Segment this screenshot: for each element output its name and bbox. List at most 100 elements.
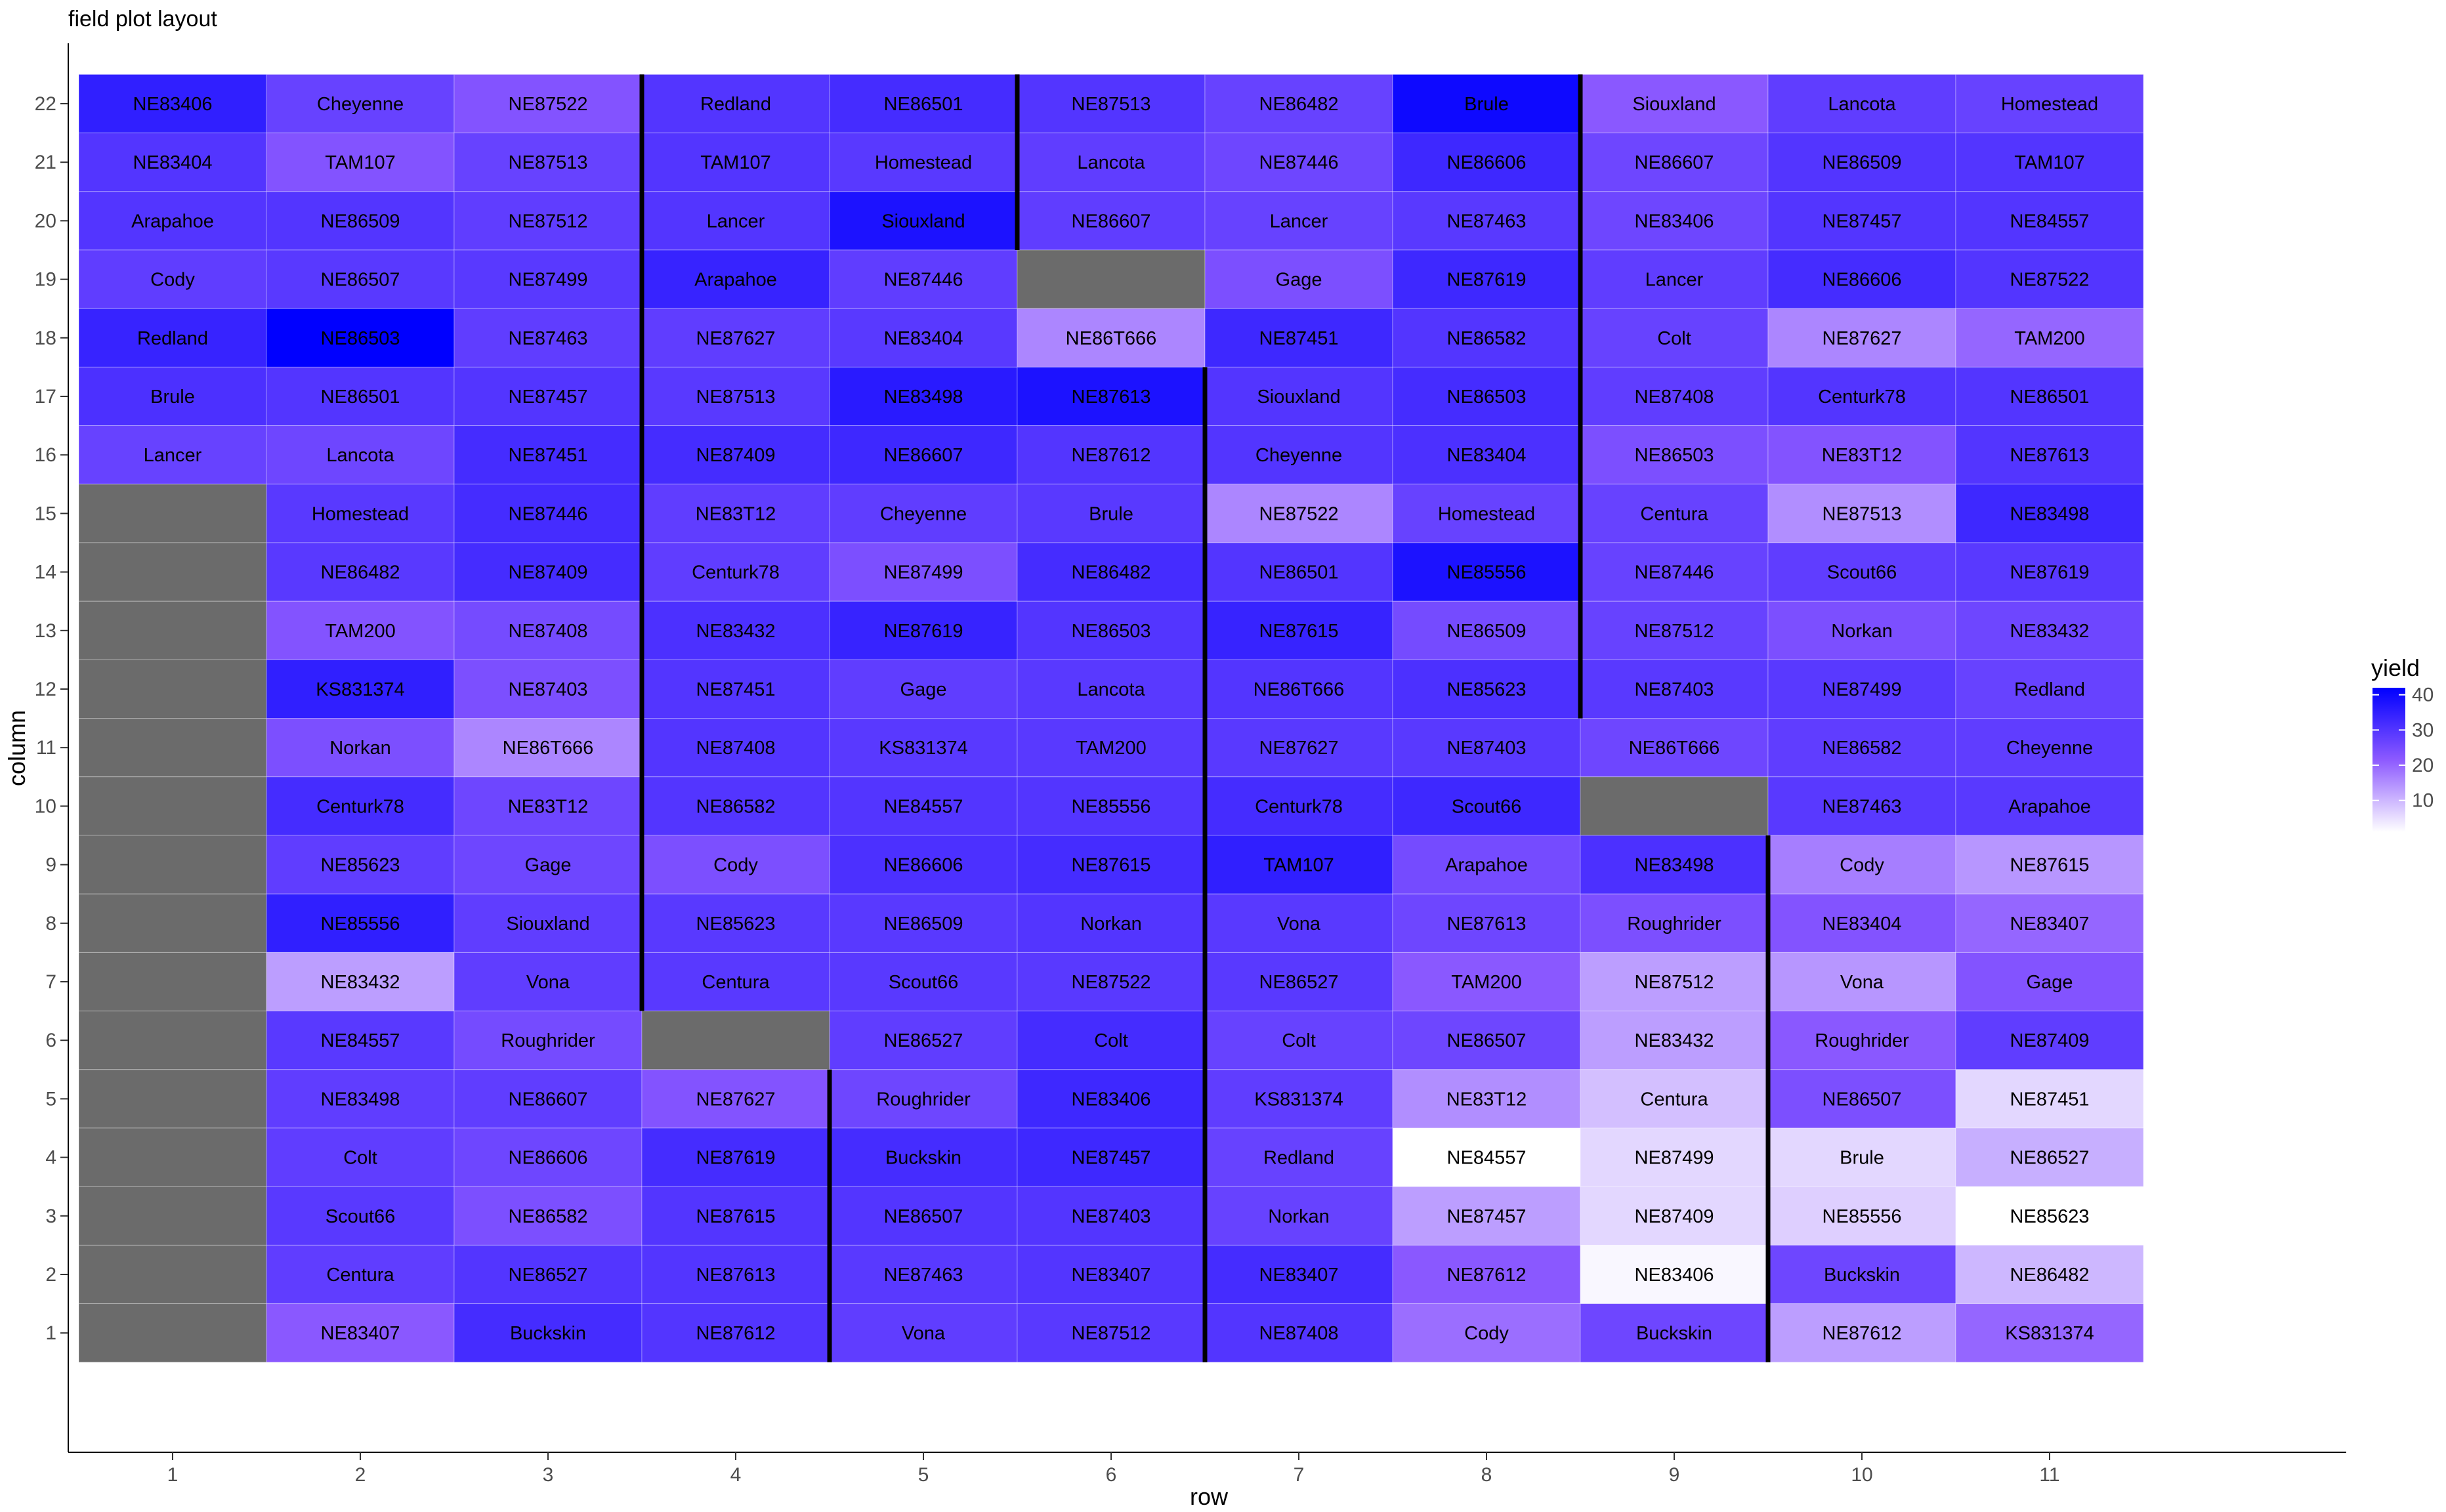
cell-label: NE86509	[1823, 152, 1902, 173]
cell-label: Siouxland	[881, 211, 965, 232]
cell-label: NE83404	[133, 152, 213, 173]
block-boundaries	[639, 74, 1771, 1362]
cell-label: Scout66	[1452, 796, 1521, 817]
cell-label: NE83432	[1635, 1030, 1714, 1051]
heatmap-cell	[641, 776, 830, 836]
heatmap-cell	[829, 191, 1018, 251]
cell-label: TAM200	[2014, 328, 2084, 349]
heatmap-cell	[1204, 366, 1393, 427]
heatmap-cell	[78, 952, 267, 1012]
cell-label: NE87409	[696, 445, 776, 466]
cell-label: NE83T12	[1446, 1089, 1527, 1110]
heatmap-cell	[829, 893, 1018, 953]
heatmap-cell	[453, 1127, 643, 1187]
y-tick-label: 21	[35, 152, 56, 173]
heatmap-cell	[1392, 776, 1581, 836]
cell-label: NE83498	[884, 387, 963, 408]
cell-label: NE87615	[1072, 855, 1151, 876]
heatmap-cell	[1955, 1303, 2144, 1363]
cell-label: Cody	[713, 855, 758, 876]
cell-label: Arapahoe	[2008, 796, 2091, 817]
cell-label: NE83407	[2010, 914, 2090, 934]
cell-label: TAM107	[700, 152, 770, 173]
heatmap-cell	[1017, 191, 1206, 251]
heatmap-cell	[1392, 893, 1581, 953]
cell-label: Roughrider	[501, 1030, 595, 1051]
heatmap-cell	[1392, 425, 1581, 485]
legend-ticks: 10 20 30 40	[2372, 684, 2434, 812]
cell-label: NE85556	[321, 914, 400, 934]
cell-label: NE86507	[1447, 1030, 1527, 1051]
cell-label: TAM200	[1076, 738, 1146, 759]
y-tick-label: 2	[45, 1264, 56, 1286]
cell-label: NE87499	[1823, 679, 1902, 700]
cell-label: NE83432	[321, 972, 400, 993]
cell-label: NE86482	[2010, 1265, 2090, 1286]
heatmap-cell	[1955, 308, 2144, 368]
cell-label: NE87457	[1823, 211, 1902, 232]
cell-label: NE86527	[1259, 972, 1339, 993]
cell-label: TAM200	[325, 621, 395, 642]
cell-label: NE87457	[509, 387, 588, 408]
heatmap-cell	[1580, 1069, 1769, 1129]
cell-label: Centurk78	[692, 562, 780, 583]
heatmap-cell	[829, 952, 1018, 1012]
heatmap-cell	[1580, 74, 1769, 134]
heatmap-cell	[266, 952, 455, 1012]
heatmap-cell	[1017, 133, 1206, 192]
cell-label: NE83407	[1259, 1265, 1339, 1286]
heatmap-cell	[829, 1303, 1018, 1363]
heatmap-cell	[1767, 74, 1956, 134]
heatmap-cell	[829, 776, 1018, 836]
heatmap-cell	[1580, 776, 1769, 836]
cell-label: NE87513	[1072, 94, 1151, 115]
y-tick-label: 15	[35, 503, 56, 524]
cell-label: NE83T12	[508, 796, 589, 817]
cell-label: Lancota	[1077, 152, 1145, 173]
x-tick-label: 9	[1669, 1464, 1680, 1486]
cell-label: Brule	[1840, 1148, 1884, 1169]
heatmap-cell	[453, 308, 643, 368]
cell-label: Vona	[1277, 914, 1321, 934]
heatmap-cell	[1955, 952, 2144, 1012]
cell-label: Colt	[1657, 328, 1691, 349]
cell-label: NE86T666	[1254, 679, 1345, 700]
heatmap-cell	[1955, 659, 2144, 719]
heatmap-cell	[453, 1244, 643, 1305]
heatmap-cell	[1017, 425, 1206, 485]
cell-label: Roughrider	[1627, 914, 1721, 934]
heatmap-cell	[1955, 600, 2144, 660]
legend-colorbar	[2372, 688, 2405, 832]
cell-label: NE87408	[509, 621, 588, 642]
cell-label: NE86582	[509, 1206, 588, 1227]
cell-label: NE86607	[1635, 152, 1714, 173]
cell-label: Cody	[1464, 1323, 1509, 1344]
cell-label: NE86507	[321, 270, 400, 291]
cell-label: Centurk78	[316, 796, 404, 817]
heatmap-cell	[453, 600, 643, 660]
heatmap-cell	[1767, 893, 1956, 953]
cell-label: NE87615	[696, 1206, 776, 1227]
heatmap-cell	[1392, 542, 1581, 602]
heatmap-cell	[1204, 1303, 1393, 1363]
cell-label: NE87513	[509, 152, 588, 173]
cell-label: NE87513	[1823, 503, 1902, 524]
heatmap-cell	[453, 425, 643, 485]
cell-label: Lancota	[1077, 679, 1145, 700]
cell-label: Homestead	[875, 152, 972, 173]
cell-label: Norkan	[1080, 914, 1142, 934]
heatmap-cell	[78, 835, 267, 894]
heatmap-cell	[641, 249, 830, 309]
heatmap-cell	[453, 776, 643, 836]
cell-label: NE87613	[696, 1265, 776, 1286]
cell-label: NE86582	[696, 796, 776, 817]
cell-label: Cheyenne	[2006, 738, 2093, 759]
cell-label: KS831374	[1254, 1089, 1343, 1110]
cell-label: NE83432	[696, 621, 776, 642]
cell-label: NE87408	[696, 738, 776, 759]
cell-label: Redland	[137, 328, 208, 349]
cell-label: NE87403	[1072, 1206, 1151, 1227]
heatmap-cell	[78, 1069, 267, 1129]
heatmap-cell	[1392, 1011, 1581, 1070]
cell-label: NE85623	[321, 855, 400, 876]
